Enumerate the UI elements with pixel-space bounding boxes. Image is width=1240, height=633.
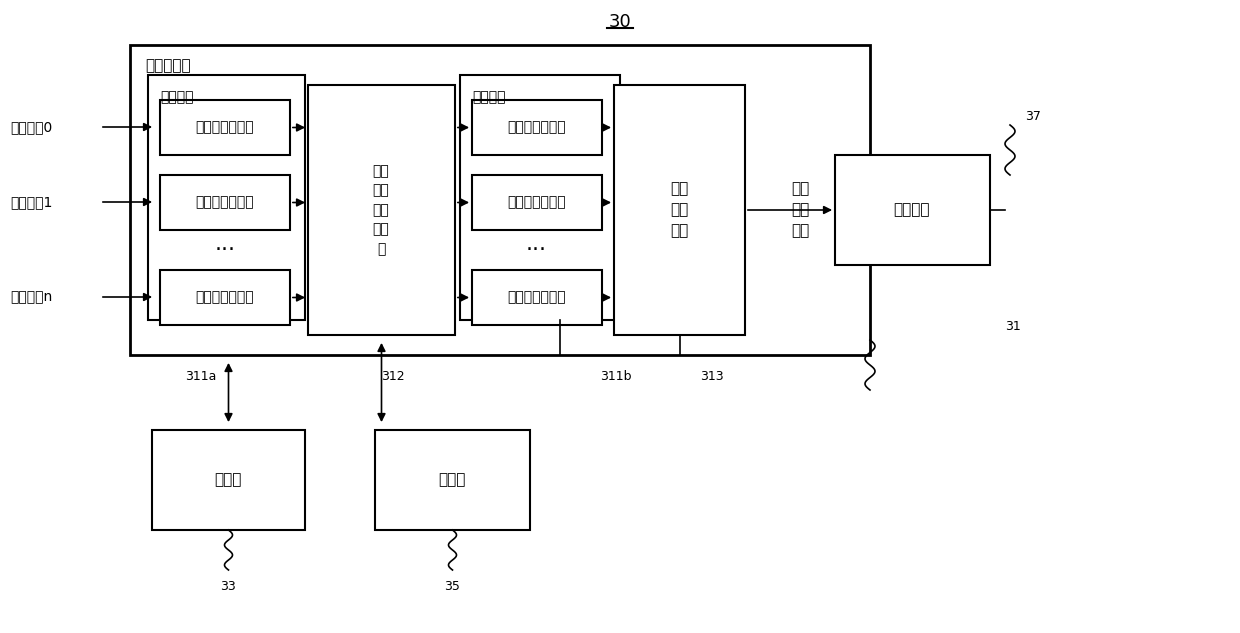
Bar	[472, 175, 601, 230]
Text: 图像处理器: 图像处理器	[145, 58, 191, 73]
Text: ···: ···	[526, 240, 547, 260]
Bar	[148, 75, 305, 320]
Bar	[835, 155, 990, 265]
Text: 图像放大处理核: 图像放大处理核	[507, 120, 567, 134]
Text: 图像放大处理核: 图像放大处理核	[507, 196, 567, 210]
Text: 311a: 311a	[185, 370, 216, 383]
Text: 视频信号0: 视频信号0	[10, 120, 52, 134]
Text: 图像缩小处理核: 图像缩小处理核	[196, 120, 254, 134]
Text: ···: ···	[215, 240, 236, 260]
Text: 30: 30	[609, 13, 631, 31]
Text: 视频
数据
输出: 视频 数据 输出	[791, 182, 810, 239]
Bar	[160, 270, 290, 325]
Text: 视频信号1: 视频信号1	[10, 195, 52, 209]
Text: 图像缩小处理核: 图像缩小处理核	[196, 291, 254, 304]
Bar	[374, 430, 529, 530]
Bar	[460, 75, 620, 320]
Text: 311b: 311b	[600, 370, 631, 383]
Bar	[160, 175, 290, 230]
Text: 37: 37	[1025, 110, 1040, 123]
Bar	[160, 100, 290, 155]
Bar	[308, 85, 455, 335]
Text: 输出接口: 输出接口	[894, 203, 930, 218]
Text: 视频信号n: 视频信号n	[10, 290, 52, 304]
Bar	[472, 100, 601, 155]
Text: 31: 31	[1004, 320, 1021, 333]
Text: 存储器: 存储器	[438, 472, 466, 487]
Text: 缩小模块: 缩小模块	[160, 90, 193, 104]
Text: 放大模块: 放大模块	[472, 90, 506, 104]
Text: 控制器: 控制器	[215, 472, 242, 487]
Bar	[130, 45, 870, 355]
Bar	[472, 270, 601, 325]
Bar	[614, 85, 745, 335]
Text: 35: 35	[444, 580, 460, 593]
Text: 图像缩小处理核: 图像缩小处理核	[196, 196, 254, 210]
Bar	[153, 430, 305, 530]
Text: 312: 312	[381, 370, 404, 383]
Text: 图像放大处理核: 图像放大处理核	[507, 291, 567, 304]
Text: 33: 33	[221, 580, 236, 593]
Text: 混合
叠加
单元: 混合 叠加 单元	[670, 182, 688, 239]
Text: 313: 313	[701, 370, 724, 383]
Text: 存储
器存
取控
制单
元: 存储 器存 取控 制单 元	[373, 164, 389, 256]
